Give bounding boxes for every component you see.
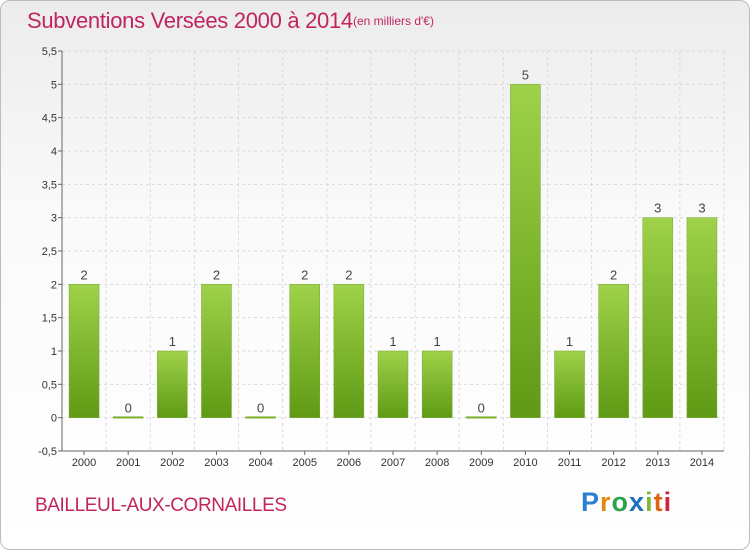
x-tick-label: 2008: [425, 457, 449, 469]
bar-2014: [686, 217, 718, 418]
x-tick-label: 2009: [469, 457, 493, 469]
y-tick-label: 4: [51, 146, 57, 158]
y-tick-label: -0,5: [38, 446, 57, 458]
value-label: 2: [213, 267, 220, 282]
logo-letter: P: [581, 487, 601, 517]
value-label: 5: [522, 67, 529, 82]
y-tick-label: 5: [51, 79, 57, 91]
logo-letter: r: [600, 487, 612, 517]
proxiti-logo: Proxiti: [581, 487, 672, 518]
x-tick-label: 2010: [513, 457, 537, 469]
value-labels: 2 0 1 2 0 2 2 1 1 0 5 1 2 3 3: [80, 67, 705, 415]
y-tick-label: 0: [51, 413, 57, 425]
value-label: 0: [125, 401, 132, 416]
y-tick-label: 3,5: [42, 179, 57, 191]
value-label: 3: [698, 201, 705, 216]
bar-2004: [245, 416, 276, 419]
x-tick-label: 2011: [558, 457, 582, 469]
x-tick-label: 2006: [337, 457, 361, 469]
x-tick-label: 2013: [646, 457, 670, 469]
logo-letter: x: [629, 487, 646, 517]
value-label: 2: [345, 267, 352, 282]
y-tick-labels: -0,5 0 0,5 1 1,5 2 2,5 3 3,5 4 4,5 5 5,5: [38, 46, 57, 458]
value-label: 1: [389, 334, 396, 349]
x-tick-label: 2005: [292, 457, 316, 469]
bars: [68, 84, 718, 419]
value-label: 2: [80, 267, 87, 282]
x-tick-label: 2014: [690, 457, 714, 469]
logo-letter: t: [653, 487, 664, 517]
y-tick-label: 3: [51, 213, 57, 225]
bar-2000: [68, 284, 100, 418]
bar-2009: [466, 416, 497, 419]
value-label: 3: [654, 201, 661, 216]
y-tick-label: 0,5: [42, 379, 57, 391]
bar-2012: [598, 284, 629, 418]
y-tick-label: 1: [51, 346, 57, 358]
y-tick-label: 1,5: [42, 313, 57, 325]
x-tick-label: 2002: [160, 457, 184, 469]
value-label: 1: [566, 334, 573, 349]
bar-2001: [112, 416, 144, 419]
commune-name: BAILLEUL-AUX-CORNAILLES: [35, 495, 287, 516]
y-tick-label: 4,5: [42, 113, 57, 125]
value-label: 0: [257, 401, 264, 416]
logo-letter: i: [645, 487, 654, 517]
logo-letter: o: [611, 487, 630, 517]
chart-subtitle: (en milliers d'€): [353, 14, 434, 28]
logo-letter: i: [663, 487, 673, 517]
bar-2003: [201, 284, 232, 418]
y-tick-label: 2,5: [42, 246, 57, 258]
x-tick-label: 2003: [204, 457, 228, 469]
x-tick-label: 2004: [248, 457, 272, 469]
bar-2008: [421, 350, 453, 418]
bar-2011: [554, 350, 585, 418]
value-label: 0: [478, 401, 485, 416]
x-tick-label: 2007: [381, 457, 405, 469]
bar-2002: [157, 350, 188, 418]
y-tick-label: 5,5: [42, 46, 57, 58]
y-tick-label: 2: [51, 279, 57, 291]
value-label: 2: [610, 267, 617, 282]
bar-2013: [642, 217, 674, 418]
value-label: 2: [301, 267, 308, 282]
value-label: 1: [434, 334, 441, 349]
bar-2005: [289, 284, 320, 418]
axes: [58, 50, 724, 455]
value-label: 1: [169, 334, 176, 349]
x-tick-label: 2001: [116, 457, 140, 469]
bar-2010: [510, 84, 541, 418]
chart-title: Subventions Versées 2000 à 2014: [27, 8, 353, 33]
x-tick-label: 2012: [601, 457, 625, 469]
x-tick-label: 2000: [72, 457, 96, 469]
bar-2006: [333, 284, 365, 418]
bar-2007: [377, 350, 409, 418]
x-tick-labels: 2000 2001 2002 2003 2004 2005 2006 2007 2008 2009…: [72, 457, 714, 469]
